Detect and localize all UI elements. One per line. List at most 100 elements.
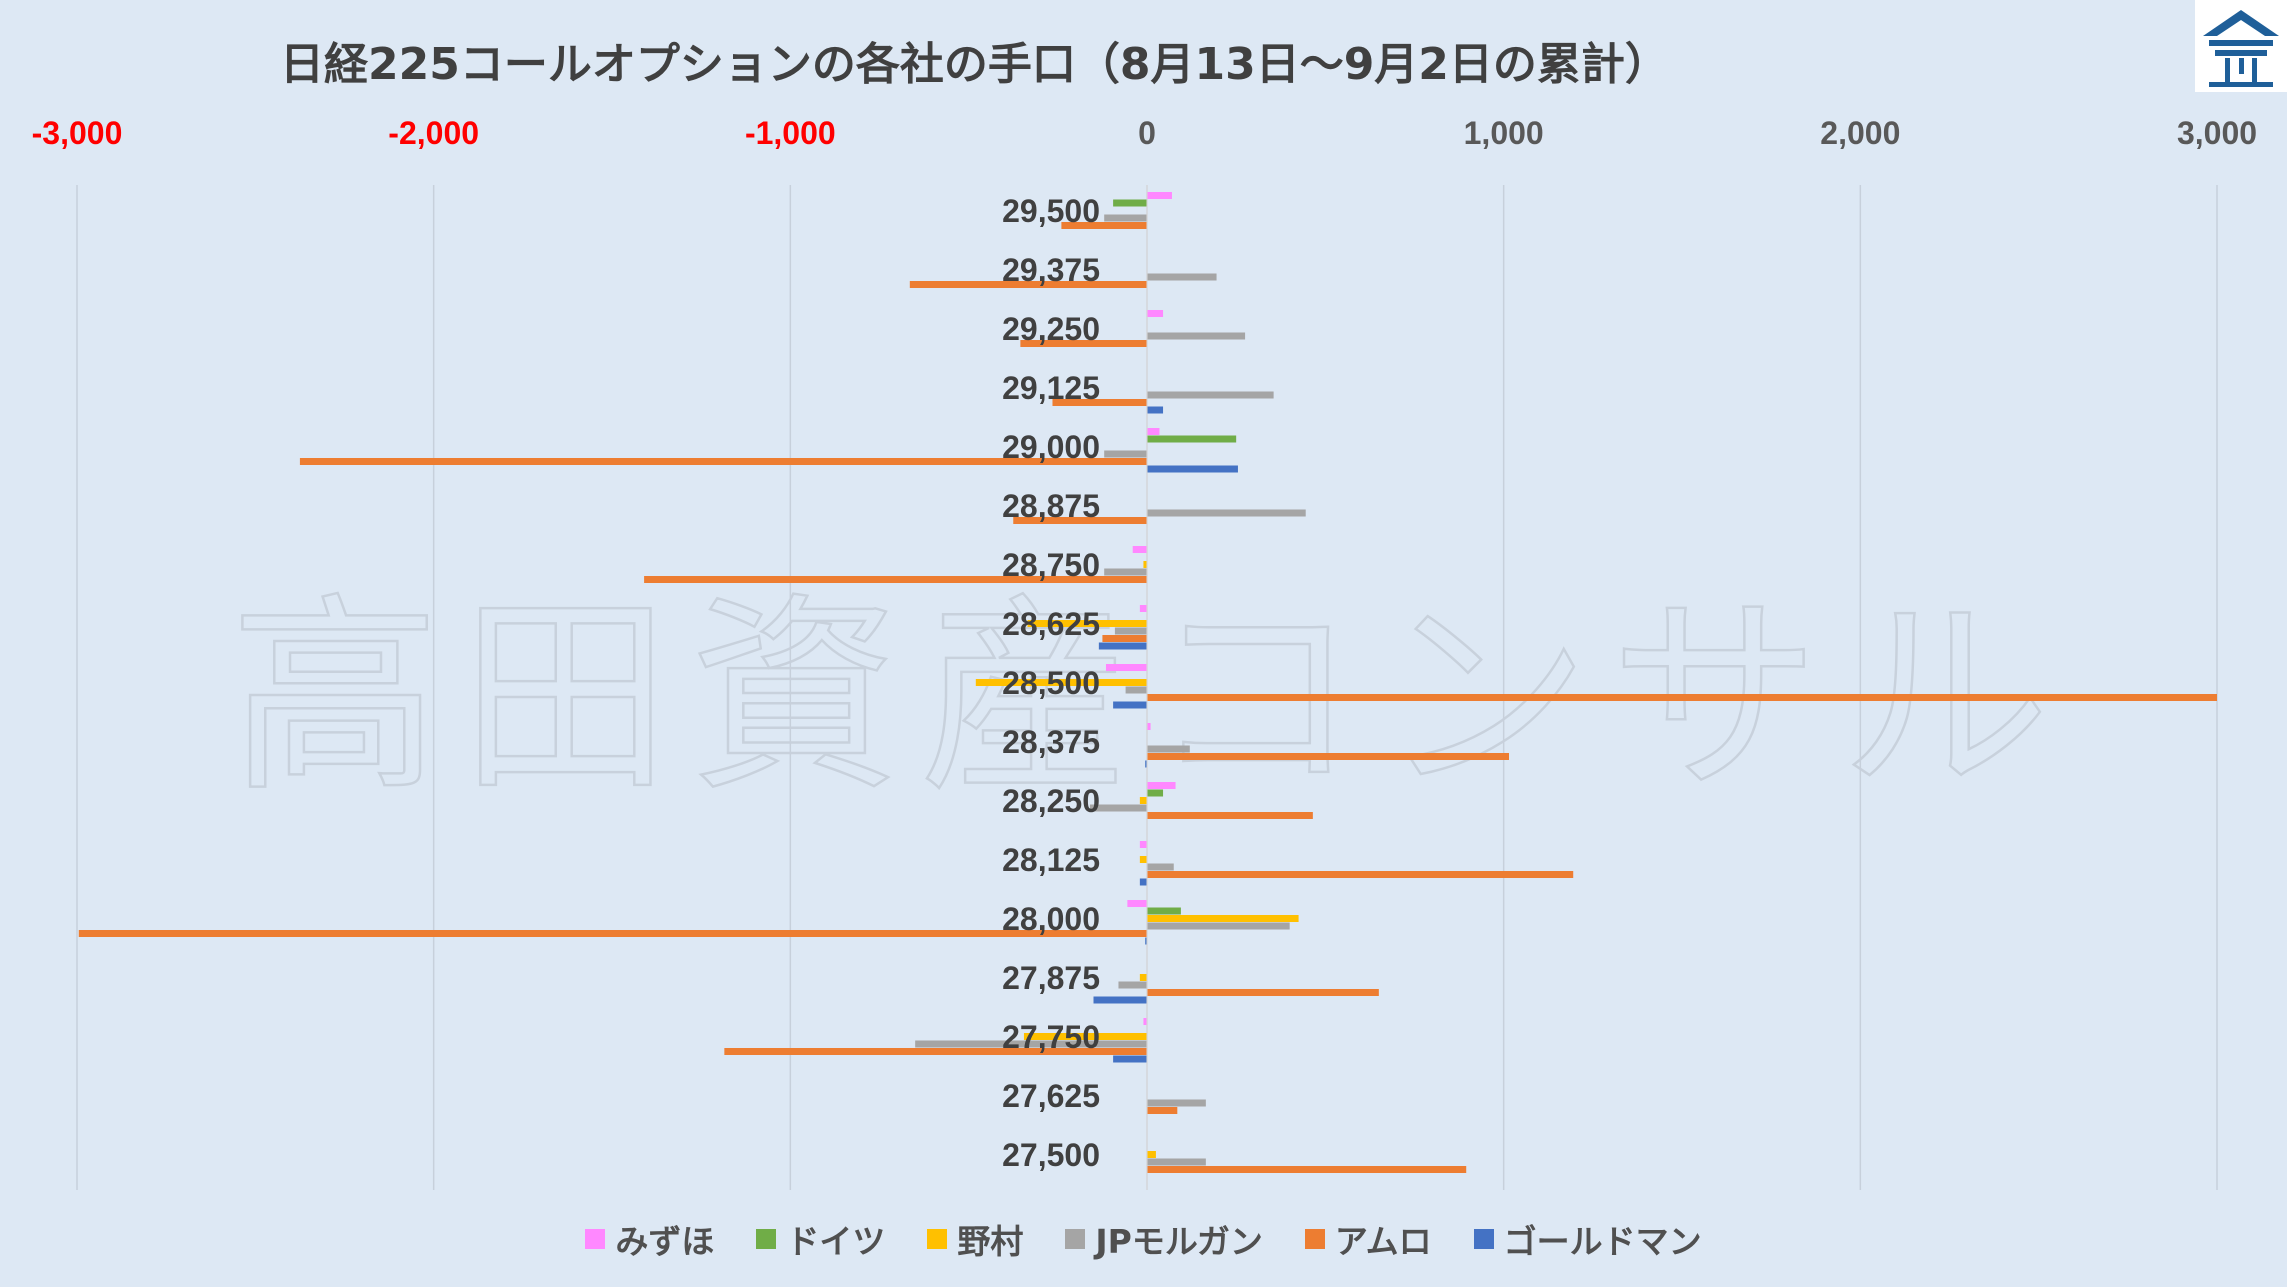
bar	[1139, 878, 1147, 886]
category-label: 28,125	[1002, 842, 1100, 878]
category-label: 28,000	[1002, 901, 1100, 937]
bar	[1139, 856, 1147, 863]
bar	[1113, 1055, 1147, 1063]
category-label: 29,125	[1002, 370, 1100, 406]
bar	[1147, 915, 1299, 922]
legend-label: 野村	[957, 1222, 1024, 1261]
category-label: 29,500	[1002, 193, 1100, 229]
bar	[1147, 723, 1151, 730]
bar	[1098, 642, 1147, 650]
x-tick-label: -1,000	[745, 115, 836, 151]
bar	[1114, 627, 1147, 635]
bar	[1147, 782, 1176, 789]
bar	[1147, 332, 1246, 340]
x-tick-label: -2,000	[388, 115, 479, 151]
logo-icon	[2195, 0, 2287, 92]
category-label: 27,625	[1002, 1078, 1100, 1114]
bar	[1147, 907, 1181, 915]
legend-swatch	[1065, 1229, 1086, 1249]
bar	[1125, 686, 1147, 694]
legend-swatch	[585, 1229, 606, 1249]
bar	[1139, 797, 1147, 804]
x-tick-label: 0	[1138, 115, 1156, 151]
bar	[1027, 620, 1147, 627]
x-tick-label: 2,000	[1820, 115, 1900, 151]
legend-item: JPモルガン	[1065, 1215, 1263, 1263]
bar	[1023, 1033, 1147, 1040]
bar	[1147, 273, 1217, 281]
legend-item: ドイツ	[756, 1215, 885, 1263]
bar	[1147, 509, 1306, 517]
category-label: 28,625	[1002, 606, 1100, 642]
chart-title: 日経225コールオプションの各社の手口（8月13日〜9月2日の累計）	[280, 39, 1669, 90]
bar	[299, 458, 1148, 465]
bar	[1147, 428, 1160, 435]
x-tick-label: 3,000	[2177, 115, 2257, 151]
bar	[1132, 546, 1147, 553]
bar	[1143, 1018, 1147, 1025]
legend-label: みずほ	[615, 1222, 715, 1261]
legend-item: 野村	[927, 1215, 1023, 1263]
bar	[1147, 406, 1164, 414]
x-tick-label: -3,000	[32, 115, 123, 151]
legend-swatch	[1304, 1229, 1325, 1249]
bar	[1147, 1166, 1467, 1173]
bar	[1147, 192, 1172, 199]
bar	[78, 930, 1148, 937]
bar	[1104, 568, 1147, 576]
bar	[644, 576, 1147, 583]
category-label: 29,375	[1002, 252, 1100, 288]
bar	[1013, 517, 1147, 524]
bar	[1147, 435, 1237, 443]
bar	[1147, 753, 1510, 760]
bar	[1127, 900, 1147, 907]
bar	[1147, 812, 1313, 819]
x-tick-label: 1,000	[1464, 115, 1544, 151]
category-label: 27,750	[1002, 1019, 1100, 1055]
legend-label: JPモルガン	[1095, 1222, 1263, 1261]
bar	[1113, 701, 1147, 709]
bar	[1145, 937, 1147, 945]
bar	[909, 281, 1147, 288]
bar	[1093, 996, 1147, 1004]
legend-label: ドイツ	[786, 1222, 886, 1261]
bar	[1147, 989, 1379, 996]
category-label: 28,375	[1002, 724, 1100, 760]
legend-label: アムロ	[1334, 1222, 1432, 1261]
legend-swatch	[756, 1229, 777, 1249]
legend: みずほ ドイツ 野村 JPモルガン アムロ ゴールドマン	[0, 1215, 2287, 1263]
category-label: 28,750	[1002, 547, 1100, 583]
category-label: 28,875	[1002, 488, 1100, 524]
legend-swatch	[1473, 1229, 1494, 1249]
category-label: 28,250	[1002, 783, 1100, 819]
category-label: 29,250	[1002, 311, 1100, 347]
bar	[1147, 789, 1164, 797]
bar	[975, 679, 1147, 686]
legend-swatch	[927, 1229, 948, 1249]
category-label: 28,500	[1002, 665, 1100, 701]
bar	[1143, 561, 1147, 568]
bar	[1061, 222, 1147, 229]
bar	[1147, 694, 2217, 701]
legend-item: ゴールドマン	[1473, 1215, 1702, 1263]
bar	[1147, 745, 1190, 753]
bar	[1147, 922, 1290, 930]
category-label: 27,500	[1002, 1137, 1100, 1173]
legend-label: ゴールドマン	[1503, 1222, 1702, 1261]
bar	[915, 1040, 1147, 1048]
bar	[1139, 841, 1147, 848]
bar	[1147, 1158, 1206, 1166]
bar	[1147, 391, 1274, 399]
bar	[1118, 981, 1147, 989]
bar	[1020, 340, 1147, 347]
bar	[1105, 664, 1147, 671]
category-label: 29,000	[1002, 429, 1100, 465]
category-label: 27,875	[1002, 960, 1100, 996]
bar	[1104, 450, 1147, 458]
bar	[724, 1048, 1147, 1055]
bar	[1147, 310, 1164, 317]
bar	[1113, 199, 1147, 207]
bar	[1147, 863, 1174, 871]
bar	[1147, 871, 1574, 878]
